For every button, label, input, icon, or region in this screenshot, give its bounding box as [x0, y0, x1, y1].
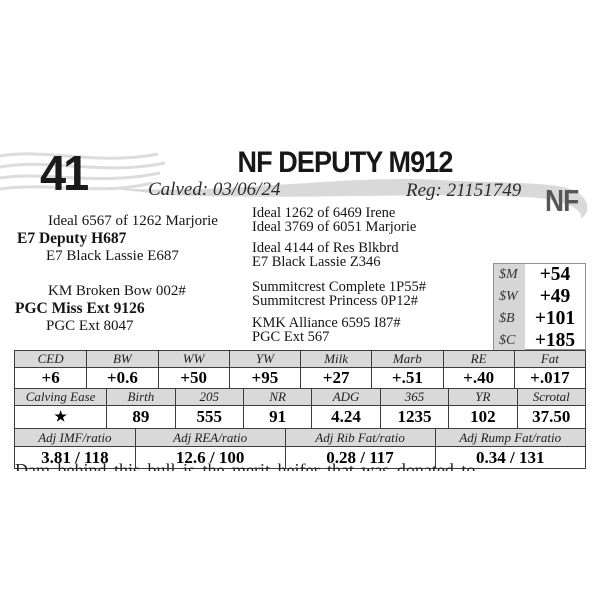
performance-value-cell: 1235 — [379, 406, 449, 428]
dollar-m-value: +54 — [539, 264, 571, 285]
epd-header-cell: WW — [157, 351, 229, 367]
wave-line-icon — [0, 181, 153, 191]
carcass-value-cell: 3.81 / 118 — [15, 447, 135, 468]
epd-value-cell: +27 — [300, 368, 372, 388]
epd-header-row: CED BW WW YW Milk Marb RE Fat — [15, 351, 585, 367]
performance-value-cell: 102 — [448, 406, 517, 428]
carcass-header-cell: Adj Rib Fat/ratio — [284, 429, 435, 446]
pedigree-dam: PGC Miss Ext 9126 — [15, 300, 145, 317]
performance-header-cell: 365 — [379, 389, 449, 405]
pedigree-ancestor: E7 Black Lassie Z346 — [252, 254, 381, 270]
epd-header-cell: Marb — [371, 351, 443, 367]
performance-value-cell: 91 — [242, 406, 312, 428]
dollar-c-value: +185 — [534, 330, 576, 351]
epd-table: CED BW WW YW Milk Marb RE Fat +6 +0.6 +5… — [14, 350, 586, 469]
epd-value-cell: +95 — [228, 368, 300, 388]
epd-header-cell: Milk — [300, 351, 372, 367]
wave-line-icon — [0, 161, 166, 170]
carcass-header-cell: Adj Rump Fat/ratio — [434, 429, 585, 446]
pedigree-sire-dam: E7 Black Lassie E687 — [46, 248, 179, 264]
epd-header-cell: YW — [228, 351, 300, 367]
performance-header-cell: Birth — [106, 389, 175, 405]
carcass-header-cell: Adj REA/ratio — [134, 429, 285, 446]
dollar-b-label: $B — [494, 308, 525, 330]
pedigree-ancestor: KMK Alliance 6595 I87# — [252, 315, 401, 331]
performance-value-cell: 89 — [106, 406, 175, 428]
swoosh-band-icon — [88, 179, 588, 219]
epd-header-cell: RE — [442, 351, 514, 367]
performance-value-cell: 37.50 — [516, 406, 585, 428]
pedigree-sire-sire: Ideal 6567 of 1262 Marjorie — [48, 213, 218, 229]
registration-number: Reg: 21151749 — [406, 180, 522, 201]
pedigree-ancestor: Ideal 4144 of Res Blkbrd — [252, 240, 399, 256]
epd-header-cell: Fat — [513, 351, 585, 367]
performance-header-cell: NR — [242, 389, 312, 405]
epd-value-cell: +0.6 — [86, 368, 158, 388]
dollar-w-label: $W — [494, 286, 525, 308]
dollar-w-value: +49 — [539, 286, 571, 307]
carcass-value-cell: 0.34 / 131 — [434, 447, 585, 468]
carcass-value-row: 3.81 / 118 12.6 / 100 0.28 / 117 0.34 / … — [15, 446, 585, 468]
pedigree-ancestor: Ideal 3769 of 6051 Marjorie — [252, 219, 417, 235]
performance-value-row: ★ 89 555 91 4.24 1235 102 37.50 — [15, 405, 585, 428]
epd-value-cell: +50 — [157, 368, 229, 388]
calved-date: Calved: 03/06/24 — [148, 179, 281, 200]
animal-name-title: NF DEPUTY M912 — [237, 146, 454, 179]
pedigree-dam-dam: PGC Ext 8047 — [46, 318, 134, 334]
epd-value-cell: +.017 — [513, 368, 585, 388]
epd-value-cell: +.51 — [371, 368, 443, 388]
performance-header-cell: ADG — [311, 389, 380, 405]
dollar-row: $C +185 — [494, 330, 585, 352]
epd-header-cell: BW — [86, 351, 158, 367]
dollar-value-box: $M +54 $W +49 $B +101 $C +185 — [493, 263, 586, 352]
pedigree-ancestor: Summitcrest Complete 1P55# — [252, 279, 426, 295]
performance-value-cell: 4.24 — [311, 406, 380, 428]
dollar-b-value: +101 — [534, 308, 576, 329]
footer-note: Dam behind this bull is the merit heifer… — [15, 460, 476, 471]
pedigree-ancestor: PGC Ext 567 — [252, 329, 330, 345]
dollar-row: $B +101 — [494, 308, 585, 330]
epd-value-cell: +6 — [15, 368, 87, 388]
epd-header-cell: CED — [15, 351, 87, 367]
wave-line-icon — [0, 171, 161, 181]
dollar-row: $W +49 — [494, 286, 585, 308]
carcass-header-cell: Adj IMF/ratio — [15, 429, 135, 446]
pedigree-ancestor: Summitcrest Princess 0P12# — [252, 293, 418, 309]
performance-header-cell: Calving Ease — [15, 389, 107, 405]
carcass-value-cell: 0.28 / 117 — [284, 447, 435, 468]
performance-header-cell: YR — [448, 389, 517, 405]
dollar-row: $M +54 — [494, 264, 585, 286]
epd-value-cell: +.40 — [442, 368, 514, 388]
dollar-c-label: $C — [494, 330, 525, 352]
brand-mark: NF — [545, 183, 579, 218]
epd-value-row: +6 +0.6 +50 +95 +27 +.51 +.40 +.017 — [15, 367, 585, 388]
pedigree-sire: E7 Deputy H687 — [17, 230, 127, 247]
carcass-header-row: Adj IMF/ratio Adj REA/ratio Adj Rib Fat/… — [15, 428, 585, 446]
performance-header-cell: Scrotal — [516, 389, 585, 405]
performance-header-row: Calving Ease Birth 205 NR ADG 365 YR Scr… — [15, 388, 585, 405]
pedigree-ancestor: Ideal 1262 of 6469 Irene — [252, 205, 396, 221]
performance-value-cell: 555 — [174, 406, 243, 428]
calving-ease-star-icon: ★ — [15, 406, 107, 428]
wave-line-icon — [0, 152, 159, 160]
carcass-value-cell: 12.6 / 100 — [134, 447, 285, 468]
lot-number: 41 — [40, 145, 89, 201]
pedigree-dam-sire: KM Broken Bow 002# — [48, 283, 186, 299]
performance-header-cell: 205 — [174, 389, 243, 405]
dollar-m-label: $M — [494, 264, 525, 286]
swoosh-graphic — [0, 152, 588, 219]
